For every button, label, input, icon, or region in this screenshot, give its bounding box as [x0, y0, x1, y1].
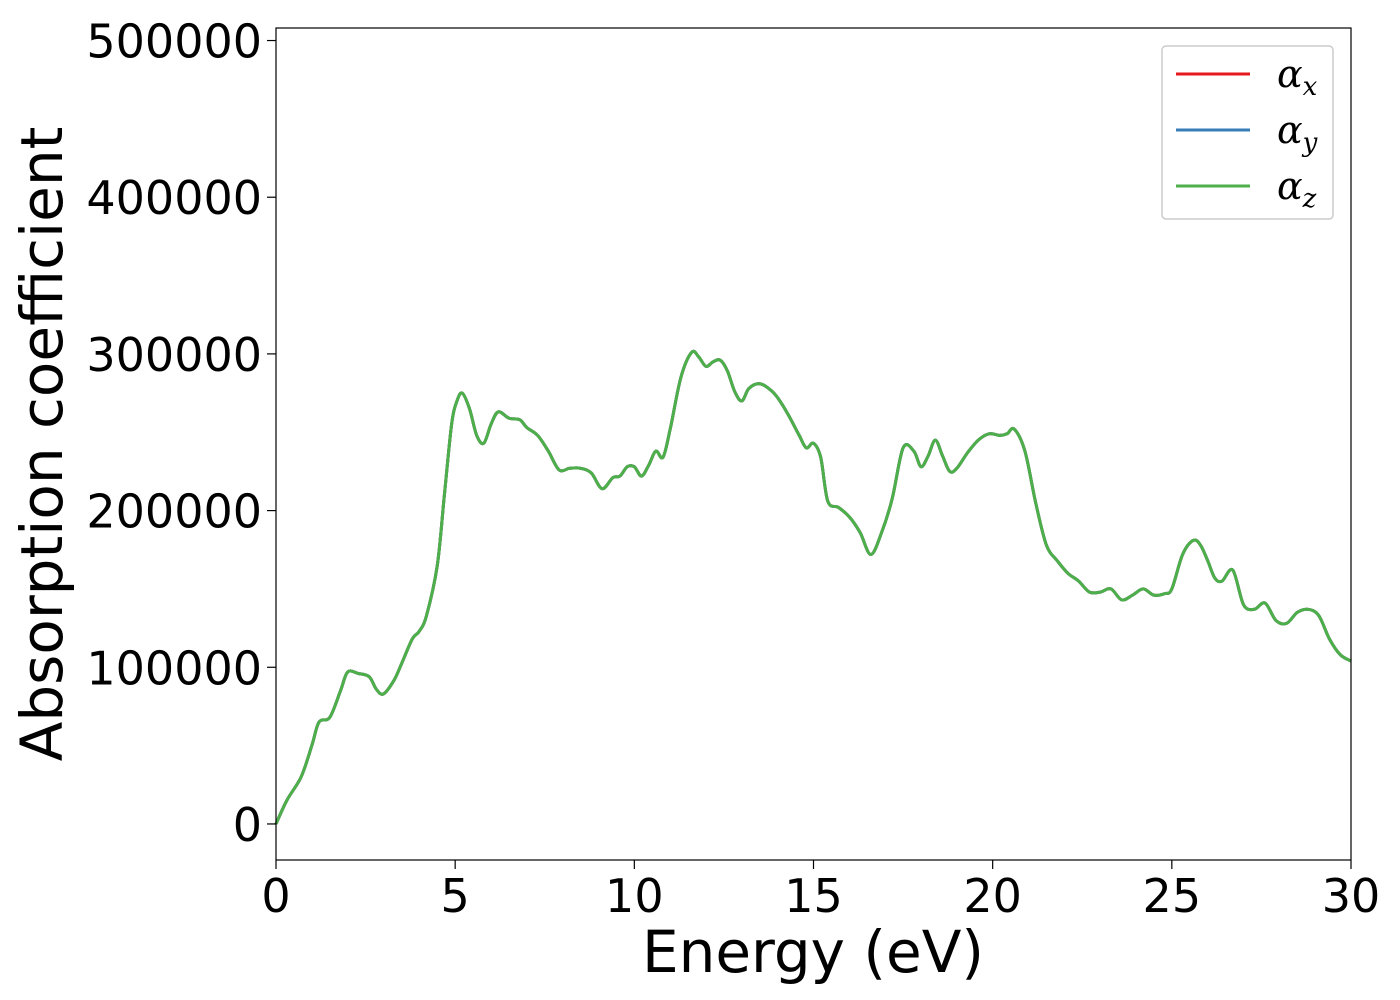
y-tick-label: 200000 [86, 485, 262, 539]
x-tick-label: 5 [441, 869, 470, 923]
x-tick-label: 0 [261, 869, 290, 923]
legend-label-x: αx [1277, 52, 1318, 102]
x-axis-ticks: 0 5 10 15 20 25 30 [261, 860, 1380, 923]
y-axis-label: Absorption coefficient [8, 127, 76, 762]
legend-box [1161, 45, 1334, 220]
x-tick-label: 15 [784, 869, 843, 923]
series-layer [274, 349, 1352, 825]
x-tick-label: 25 [1143, 869, 1202, 923]
legend-label-y: αy [1277, 108, 1318, 158]
y-axis-ticks: 0 100000 200000 300000 400000 500000 [86, 15, 276, 852]
x-tick-label: 10 [605, 869, 664, 923]
x-tick-label: 30 [1322, 869, 1381, 923]
legend: αx αy αz [1161, 45, 1334, 220]
y-tick-label: 400000 [86, 171, 262, 225]
x-axis-label: Energy (eV) [642, 918, 984, 986]
series-line-3 [274, 349, 1352, 825]
y-tick-label: 500000 [86, 15, 262, 69]
x-tick-label: 20 [963, 869, 1022, 923]
y-tick-label: 0 [233, 798, 262, 852]
legend-label-z: αz [1277, 164, 1317, 214]
y-tick-label: 100000 [86, 641, 262, 695]
y-tick-label: 300000 [86, 328, 262, 382]
